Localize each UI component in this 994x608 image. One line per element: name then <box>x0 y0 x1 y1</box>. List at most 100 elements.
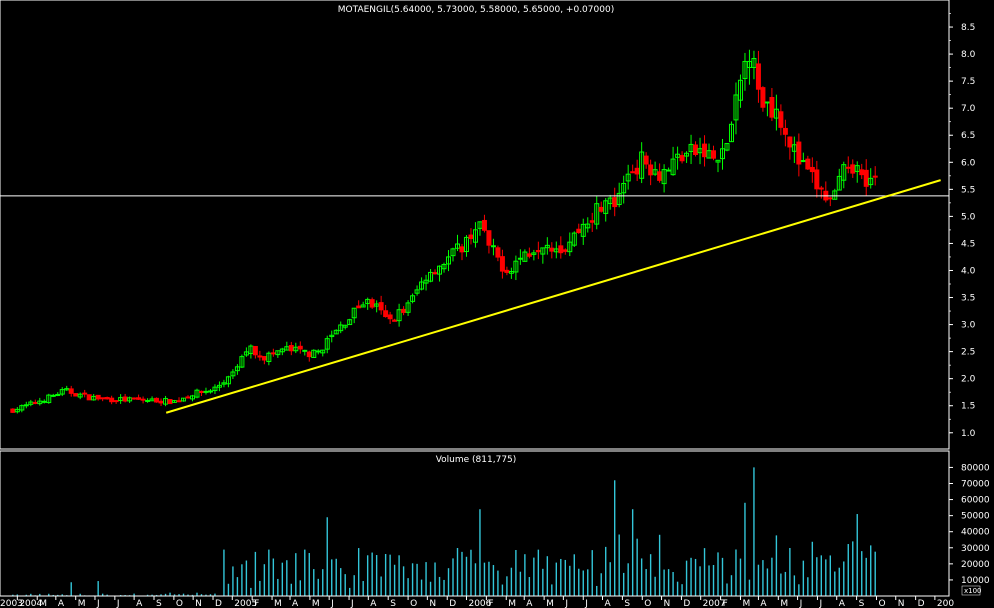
time-tick-label: J <box>96 599 100 608</box>
price-tick-label: 2.0 <box>961 375 976 385</box>
price-tick-label: 5.5 <box>961 185 975 195</box>
time-tick-label: 2004 <box>19 599 42 608</box>
time-tick-label: M <box>78 599 86 608</box>
candle-body <box>261 356 267 361</box>
candle-body <box>50 394 56 397</box>
candle-body <box>333 329 339 335</box>
price-tick-label: 6.5 <box>961 131 975 141</box>
volume-panel: Volume (811,775) 10000 20000 30000 40000 500… <box>0 450 990 597</box>
candle-body <box>782 127 788 135</box>
volume-tick-label: 80000 <box>961 463 990 473</box>
candle-body <box>198 390 204 393</box>
candle-body <box>356 305 362 309</box>
price-tick-label: 8.0 <box>961 50 976 60</box>
candle-body <box>140 398 146 401</box>
time-tick-label: 2005 <box>234 599 257 608</box>
candle-body <box>239 356 245 368</box>
candle-body <box>216 384 222 388</box>
candle-body <box>621 182 627 194</box>
time-tick-label: A <box>58 599 65 608</box>
candle-body <box>419 281 425 290</box>
candle-body <box>612 197 618 208</box>
volume-panel-background <box>0 450 950 597</box>
candle-body <box>854 165 860 172</box>
candle-body <box>495 247 501 258</box>
candle-body <box>580 223 586 237</box>
price-panel-background <box>0 0 950 450</box>
candle-body <box>850 164 856 174</box>
time-tick-label: 2007 <box>703 599 726 608</box>
candle-body <box>109 397 115 403</box>
candle-body <box>859 169 865 176</box>
candle-body <box>549 247 555 252</box>
candle-body <box>769 97 775 118</box>
time-tick-label: 2006 <box>468 599 491 608</box>
candle-body <box>320 349 326 354</box>
candle-body <box>648 164 654 176</box>
candle-body <box>567 241 573 253</box>
candle-body <box>14 408 20 413</box>
time-tick-label: M <box>39 599 47 608</box>
candle-body <box>711 150 717 159</box>
candle-body <box>257 355 263 358</box>
time-tick-label: J <box>330 599 334 608</box>
time-tick-label: N <box>429 599 436 608</box>
candle-body <box>387 314 393 320</box>
price-tick-label: 4.0 <box>961 266 976 276</box>
time-tick-label: N <box>898 599 905 608</box>
volume-tick-label: 30000 <box>961 544 990 554</box>
price-tick-label: 7.5 <box>961 77 975 87</box>
time-tick-label: D <box>918 599 925 608</box>
candle-body <box>338 324 344 332</box>
candle-body <box>154 397 160 403</box>
candle-body <box>796 141 802 165</box>
candle-body <box>19 405 25 411</box>
candle-body <box>719 148 725 160</box>
candle-body <box>634 167 640 175</box>
candlestick-series <box>10 49 878 414</box>
candle-body <box>544 244 550 249</box>
candle-body <box>558 245 564 254</box>
candle-body <box>351 307 357 319</box>
volume-tick-label: 60000 <box>961 496 990 506</box>
price-tick-label: 4.5 <box>961 239 975 249</box>
time-tick-label: A <box>760 599 767 608</box>
candle-body <box>616 192 622 206</box>
candle-body <box>225 376 231 385</box>
time-tick-label: S <box>859 599 865 608</box>
volume-panel-title: Volume (811,775) <box>436 455 517 465</box>
time-tick-label: M <box>274 599 282 608</box>
candle-body <box>490 245 496 248</box>
candle-body <box>378 302 384 311</box>
candle-body <box>809 166 815 173</box>
candle-body <box>643 155 649 165</box>
candle-body <box>827 197 833 200</box>
candle-body <box>329 334 335 338</box>
candle-body <box>392 319 398 322</box>
candle-body <box>414 289 420 294</box>
candle-body <box>32 401 38 404</box>
candle-body <box>158 400 164 404</box>
volume-unit-box <box>961 585 981 596</box>
time-tick-label: D <box>215 599 222 608</box>
time-tick-label: M <box>508 599 516 608</box>
candle-body <box>41 400 47 403</box>
candle-body <box>693 144 699 155</box>
candle-body <box>728 123 734 143</box>
candle-body <box>661 169 667 185</box>
candle-body <box>625 173 631 182</box>
price-tick-label: 3.0 <box>961 321 976 331</box>
candle-body <box>270 352 276 355</box>
price-tick-label: 8.5 <box>961 23 975 33</box>
candle-body <box>836 175 842 191</box>
candle-body <box>95 394 101 400</box>
time-tick-label: S <box>156 599 162 608</box>
volume-tick-label: 10000 <box>961 576 990 586</box>
time-tick-label: A <box>136 599 143 608</box>
candle-body <box>760 87 766 108</box>
candle-body <box>450 248 456 257</box>
time-tick-label: M <box>742 599 750 608</box>
candle-body <box>104 397 110 400</box>
time-tick-label: F <box>723 599 728 608</box>
time-tick-label: O <box>410 599 417 608</box>
